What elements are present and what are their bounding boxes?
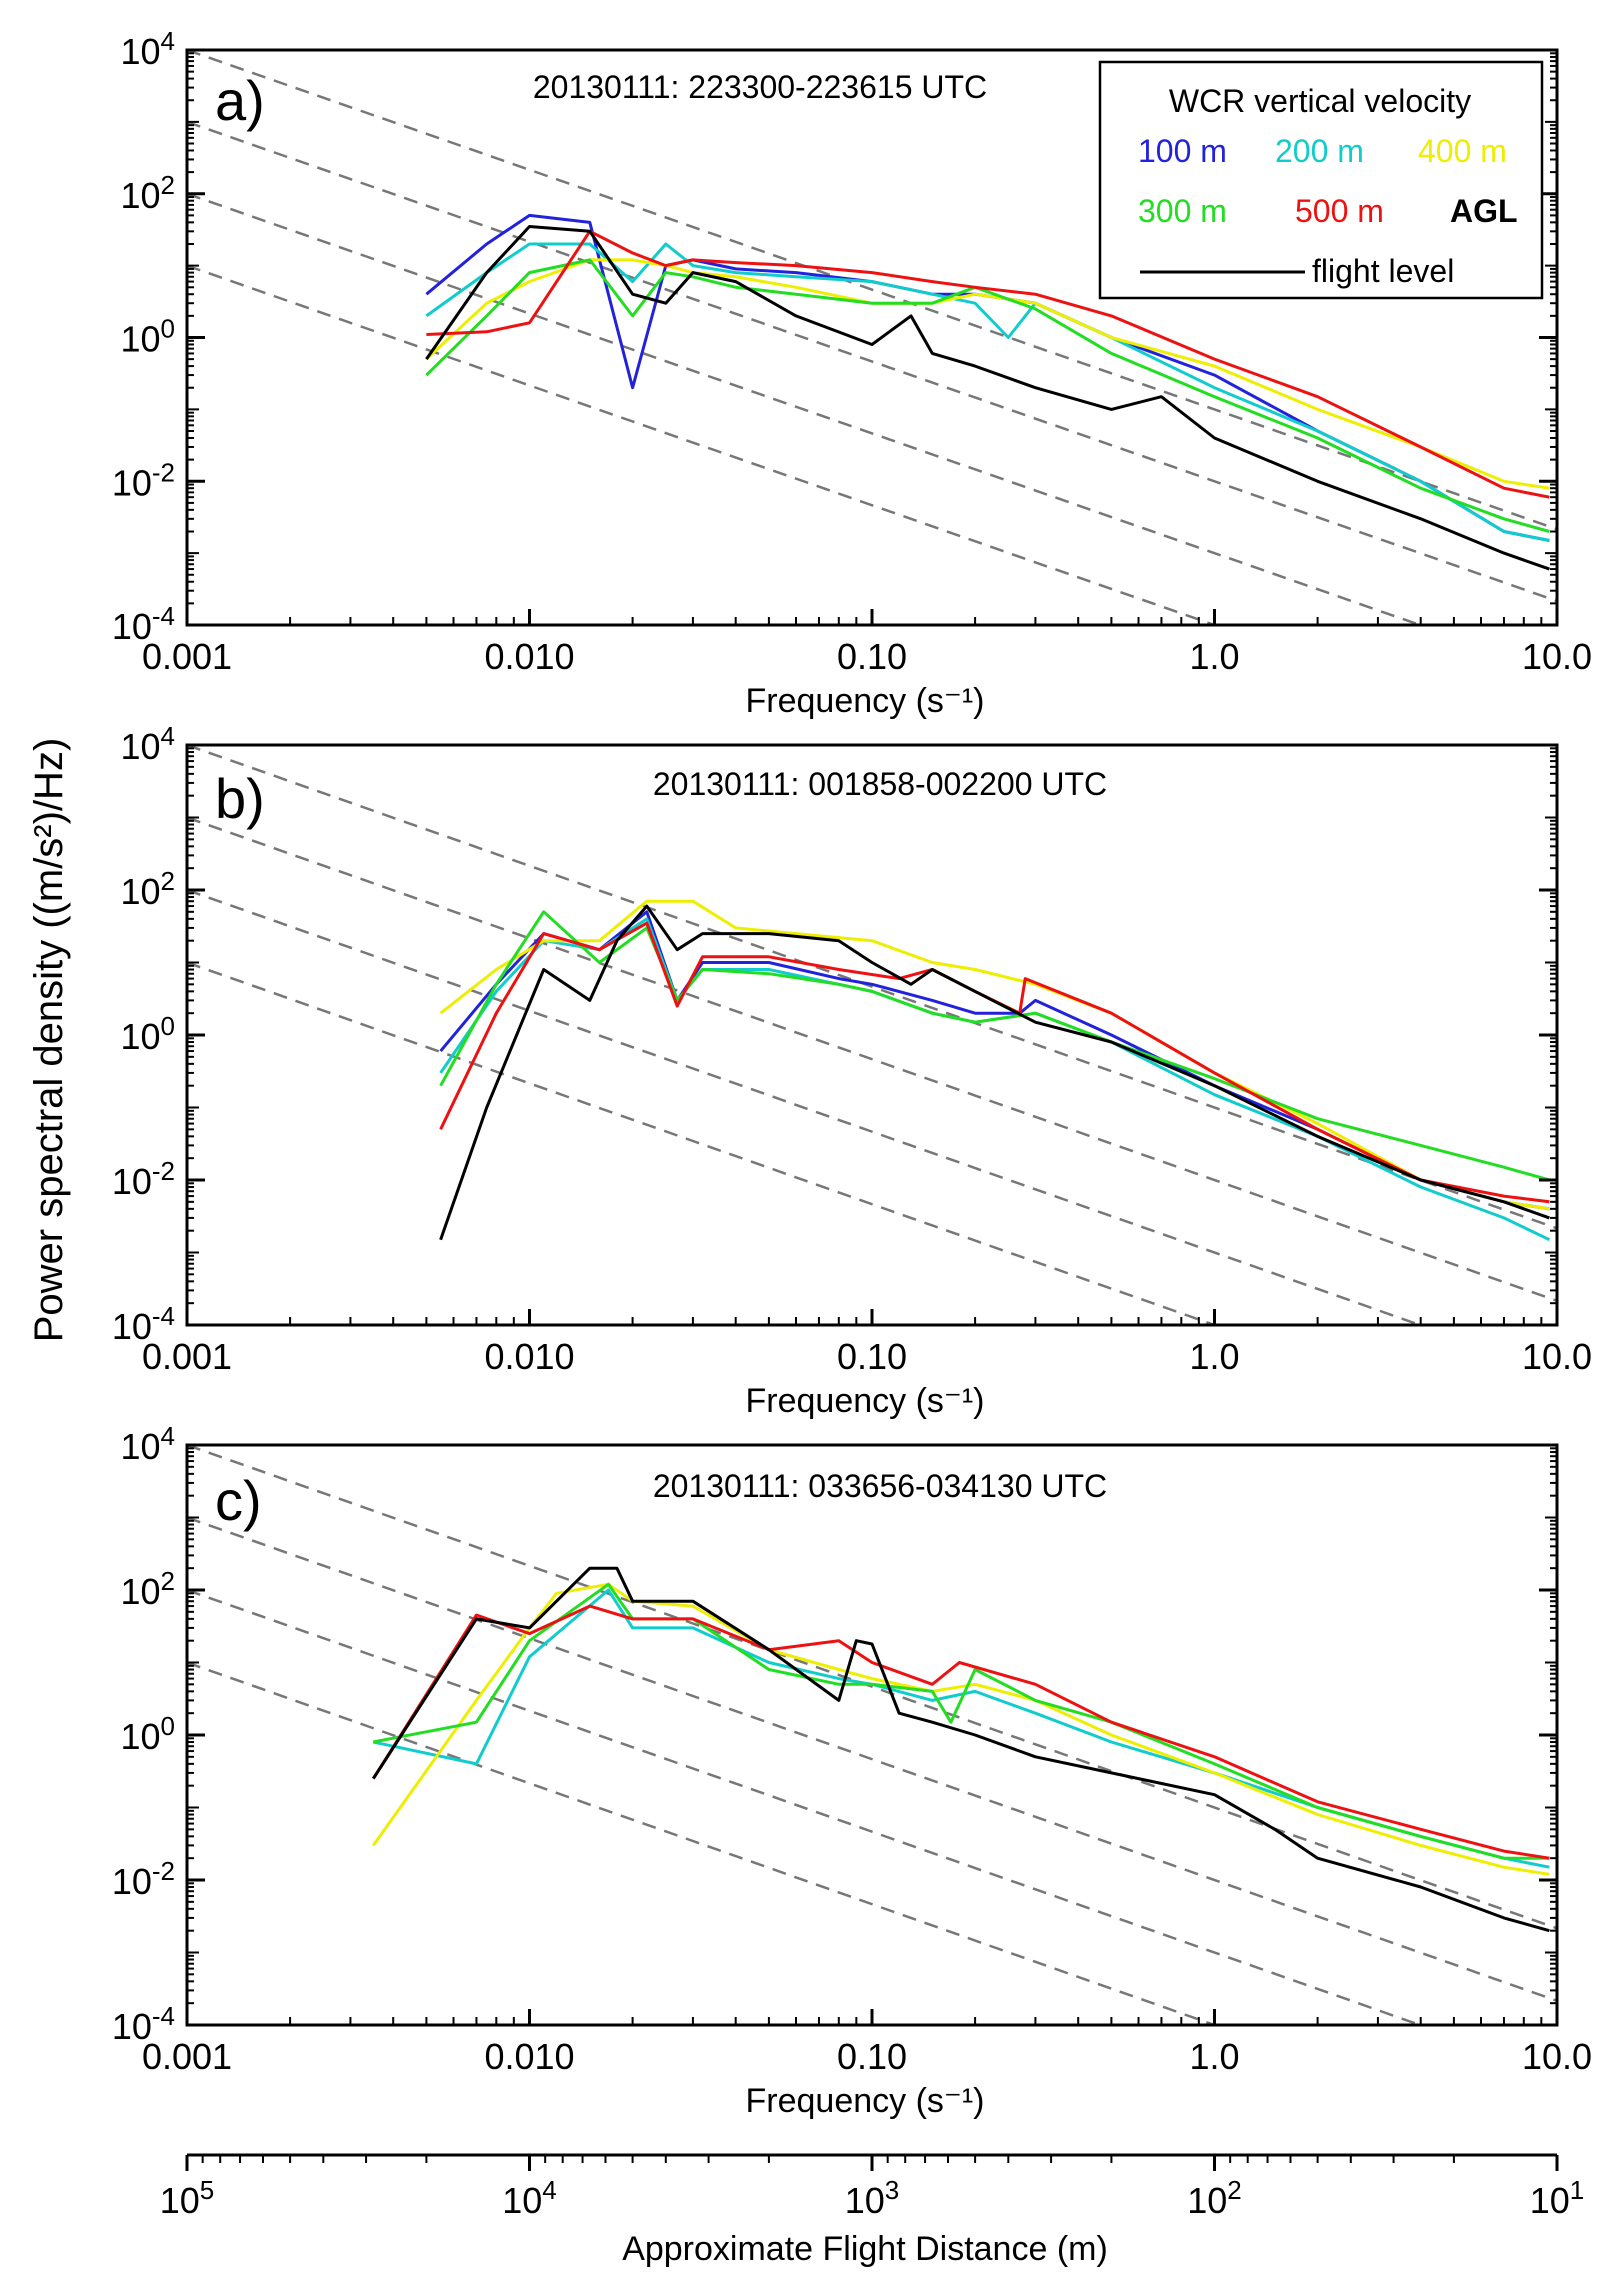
panel-a-xtick-label-0: 0.001 (142, 636, 232, 677)
distance-axis: 105 104 103 102 101 Approximate Flight Dista… (160, 2153, 1585, 2268)
panel-b-ytick-label-0: 10-4 (112, 1301, 175, 1347)
panel-b-reference-line-3 (187, 961, 1219, 1325)
panel-a-reference-line-1 (187, 120, 1557, 603)
panel-c-xtick-label-0: 0.001 (142, 2036, 232, 2077)
distance-tick-label-1: 104 (502, 2175, 557, 2221)
distance-tick-label-4: 101 (1530, 2175, 1585, 2221)
panel-c-ytick-label-4: 104 (120, 1421, 175, 1467)
panel-b-series-400-m (439, 899, 1550, 1211)
panel-c-plot-area (187, 1445, 1557, 2025)
panel-c-ytick-label-3: 102 (120, 1566, 175, 1612)
panel-a-letter: a) (215, 69, 265, 132)
panel-a-reference-line-3 (187, 264, 1219, 625)
panel-b: b) 20130111: 001858-002200 UTC Frequency… (112, 721, 1592, 1420)
panel-a-title: 20130111: 223300-223615 UTC (533, 69, 987, 105)
distance-tick-label-2: 103 (845, 2175, 900, 2221)
legend-box (1098, 60, 1544, 300)
panel-b-letter: b) (215, 767, 265, 830)
panel-b-ytick-label-1: 10-2 (112, 1156, 175, 1202)
panel-c-reference-line-0 (187, 1445, 1557, 1930)
panel-c-ticks: 0.001 0.010 0.10 1.0 10.0 10-4 10-2 100 102 104 (112, 1421, 1592, 2077)
panel-c-reference-line-1 (187, 1516, 1557, 2003)
distance-axis-label: Approximate Flight Distance (m) (622, 2230, 1108, 2268)
panel-a-ticks: 0.001 0.010 0.10 1.0 10.0 10-4 10-2 100 102 104 (112, 26, 1592, 677)
panel-b-title: 20130111: 001858-002200 UTC (653, 766, 1107, 802)
panel-a-xtick-label-1: 0.010 (484, 636, 574, 677)
panel-b-series-flight-level (439, 904, 1550, 1241)
distance-tick-label-0: 105 (160, 2175, 215, 2221)
panel-b-xtick-label-1: 0.010 (484, 1336, 574, 1377)
panel-b-grid (187, 745, 1557, 1325)
panel-b-xtick-label-0: 0.001 (142, 1336, 232, 1377)
panel-c-series-500-m (372, 1604, 1550, 1860)
panel-a-series-200-m (425, 242, 1550, 542)
panel-b-ytick-label-2: 100 (120, 1011, 175, 1057)
panel-c-xtick-label-3: 1.0 (1189, 2036, 1239, 2077)
panel-a-ytick-label-1: 10-2 (112, 457, 175, 503)
panel-a-ytick-label-0: 10-4 (112, 601, 175, 647)
legend-entry-100m: 100 m (1138, 133, 1227, 169)
panel-a-xtick-label-2: 0.10 (837, 636, 907, 677)
panel-c-ytick-label-1: 10-2 (112, 1856, 175, 1902)
panel-b-xlabel: Frequency (s⁻¹) (746, 1382, 985, 1420)
panel-c-ytick-label-2: 100 (120, 1711, 175, 1757)
panel-c-xlabel: Frequency (s⁻¹) (746, 2082, 985, 2120)
panel-c-xtick-label-1: 0.010 (484, 2036, 574, 2077)
panel-b-ytick-label-3: 102 (120, 866, 175, 912)
panel-c-reference-line-3 (187, 1661, 1219, 2025)
panel-b-plot-area (187, 745, 1557, 1325)
panel-a-series-300-m (425, 258, 1550, 533)
panel-b-series-500-m (439, 921, 1550, 1204)
panel-b-reference-line-2 (187, 888, 1424, 1325)
panel-a-xlabel: Frequency (s⁻¹) (746, 682, 985, 720)
panel-c-reference-line-2 (187, 1588, 1424, 2025)
panel-a-reference-line-0 (187, 50, 1557, 531)
legend-entry-200m: 200 m (1275, 133, 1364, 169)
legend-entry-300m: 300 m (1138, 193, 1227, 229)
panel-c: c) 20130111: 033656-034130 UTC Frequency… (112, 1421, 1592, 2120)
panel-a-ytick-label-2: 100 (120, 314, 175, 360)
panel-c-series-200-m (372, 1588, 1550, 1869)
legend-title: WCR vertical velocity (1169, 83, 1471, 119)
legend: WCR vertical velocity 100 m 200 m 400 m … (1098, 60, 1544, 300)
panel-b-xtick-label-3: 1.0 (1189, 1336, 1239, 1377)
distance-tick-label-3: 102 (1187, 2175, 1242, 2221)
legend-flight-label: flight level (1312, 253, 1454, 289)
legend-entry-500m: 500 m (1295, 193, 1384, 229)
panel-a-plot-area (187, 50, 1557, 625)
panel-b-reference-line-1 (187, 816, 1557, 1303)
panel-c-grid (187, 1445, 1557, 2025)
panel-a-reference-line-2 (187, 192, 1424, 625)
panel-c-letter: c) (215, 1469, 262, 1532)
panel-c-series-flight-level (372, 1566, 1550, 1933)
panel-c-xtick-label-2: 0.10 (837, 2036, 907, 2077)
panel-c-series-300-m (373, 1582, 1550, 1860)
panel-b-series-300-m (439, 910, 1550, 1182)
panel-c-ytick-label-0: 10-4 (112, 2001, 175, 2047)
panel-a-grid (187, 50, 1557, 625)
panel-a: a) 20130111: 223300-223615 UTC Frequency… (112, 26, 1592, 720)
panel-b-ticks: 0.001 0.010 0.10 1.0 10.0 10-4 10-2 100 102 104 (112, 721, 1592, 1377)
panel-b-reference-line-0 (187, 745, 1557, 1230)
panel-b-xtick-label-2: 0.10 (837, 1336, 907, 1377)
panel-b-series-200-m (439, 917, 1551, 1242)
distance-axis-ticks: 105 104 103 102 101 (160, 2155, 1585, 2221)
panel-b-ytick-label-4: 104 (120, 721, 175, 767)
legend-entry-400m: 400 m (1418, 133, 1507, 169)
panel-a-ytick-label-3: 102 (120, 170, 175, 216)
panel-c-series-400-m (372, 1582, 1550, 1876)
panel-c-title: 20130111: 033656-034130 UTC (653, 1468, 1107, 1504)
panel-b-xtick-label-4: 10.0 (1522, 1336, 1592, 1377)
panel-a-xtick-label-3: 1.0 (1189, 636, 1239, 677)
panel-c-xtick-label-4: 10.0 (1522, 2036, 1592, 2077)
legend-suffix-agl: AGL (1450, 193, 1518, 229)
panel-a-ytick-label-4: 104 (120, 26, 175, 72)
y-axis-label: Power spectral density ((m/s²)/Hz) (27, 738, 71, 1343)
panel-a-series-flight-level (425, 225, 1550, 571)
panel-a-xtick-label-4: 10.0 (1522, 636, 1592, 677)
